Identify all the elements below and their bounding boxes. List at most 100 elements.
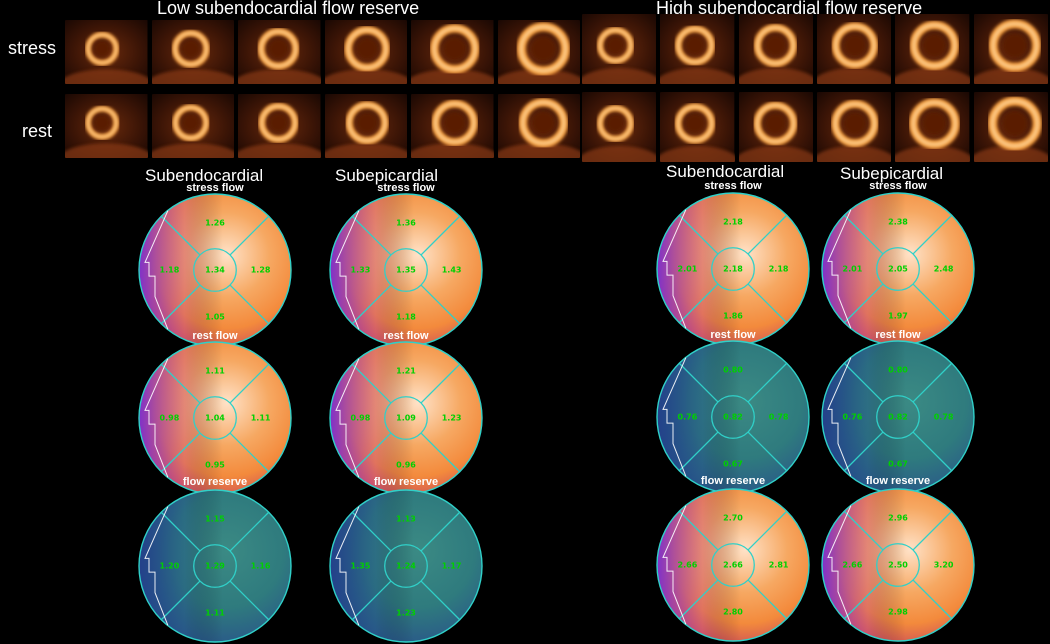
scan-panel — [582, 92, 657, 162]
scan-panel — [817, 14, 892, 84]
row-label-stress: stress — [8, 38, 57, 58]
value-bottom: 1.97 — [888, 312, 908, 321]
polar-map: 1.13 1.35 1.24 1.17 1.23 — [328, 488, 484, 644]
value-bottom: 1.05 — [205, 313, 225, 322]
value-bottom: 1.18 — [396, 313, 416, 322]
group-title-high: High subendocardial flow reserve — [656, 0, 923, 18]
scan-panel — [660, 14, 735, 84]
value-right: 0.78 — [769, 413, 789, 422]
scan-panel — [738, 92, 813, 162]
map-title: rest flow — [710, 329, 756, 341]
value-bottom: 1.11 — [205, 609, 225, 618]
polar-map: 0.80 0.76 0.82 0.78 0.67 — [655, 339, 811, 495]
layer-heading: Subepicardial — [335, 166, 439, 185]
map-title: flow reserve — [182, 476, 248, 488]
value-top: 0.80 — [723, 365, 743, 374]
scan-panel — [895, 92, 970, 162]
map-title: rest flow — [383, 330, 429, 342]
value-top: 1.15 — [205, 514, 225, 523]
value-bottom: 2.80 — [723, 608, 743, 617]
value-right: 1.23 — [442, 414, 462, 423]
map-title: flow reserve — [700, 475, 766, 487]
map-title: flow reserve — [865, 475, 931, 487]
value-left: 2.01 — [843, 265, 863, 274]
polar-map: 1.15 1.20 1.29 1.16 1.11 — [137, 488, 293, 644]
scan-panel — [65, 20, 148, 84]
scan-panel — [497, 20, 580, 84]
value-right: 1.28 — [251, 266, 271, 275]
value-center: 1.29 — [205, 562, 225, 571]
scan-strip-high-rest — [582, 92, 1048, 162]
value-left: 0.76 — [678, 413, 698, 422]
value-top: 1.13 — [396, 514, 416, 523]
polar-map: 2.70 2.66 2.66 2.81 2.80 — [655, 487, 811, 643]
polar-map: 2.18 2.01 2.18 2.18 1.86 — [655, 191, 811, 347]
scan-panel — [660, 92, 735, 162]
map-title: rest flow — [875, 329, 921, 341]
value-top: 2.38 — [888, 217, 908, 226]
value-right: 1.16 — [251, 562, 271, 571]
value-bottom: 2.98 — [888, 608, 908, 617]
value-bottom: 0.67 — [888, 460, 908, 469]
value-center: 0.82 — [888, 413, 908, 422]
value-center: 1.09 — [396, 414, 416, 423]
value-right: 1.11 — [251, 414, 271, 423]
value-right: 0.78 — [934, 413, 954, 422]
value-left: 2.01 — [678, 265, 698, 274]
value-bottom: 0.67 — [723, 460, 743, 469]
scan-panel — [65, 94, 148, 158]
value-bottom: 1.86 — [723, 312, 743, 321]
value-right: 1.17 — [442, 562, 462, 571]
map-title: rest flow — [192, 330, 238, 342]
value-left: 1.18 — [160, 266, 180, 275]
value-left: 0.98 — [351, 414, 371, 423]
value-top: 1.11 — [205, 366, 225, 375]
scan-panel — [238, 20, 321, 84]
scan-panel — [324, 94, 407, 158]
value-center: 2.66 — [723, 561, 743, 570]
scan-panel — [151, 94, 234, 158]
scan-panel — [973, 14, 1048, 84]
map-title: stress flow — [186, 182, 244, 194]
map-title: stress flow — [704, 180, 762, 192]
map-title: stress flow — [869, 180, 927, 192]
value-center: 2.50 — [888, 561, 908, 570]
value-bottom: 0.95 — [205, 461, 225, 470]
value-right: 3.20 — [934, 561, 954, 570]
polar-map: 0.80 0.76 0.82 0.78 0.67 — [820, 339, 976, 495]
map-title: stress flow — [377, 182, 435, 194]
layer-heading: Subendocardial — [145, 166, 264, 185]
value-center: 1.35 — [396, 266, 416, 275]
polar-map: 1.11 0.98 1.04 1.11 0.95 — [137, 340, 293, 496]
value-left: 1.35 — [351, 562, 371, 571]
scan-panel — [324, 20, 407, 84]
value-right: 2.18 — [769, 265, 789, 274]
value-center: 2.18 — [723, 265, 743, 274]
polar-map: 2.96 2.66 2.50 3.20 2.98 — [820, 487, 976, 643]
polar-map: 2.38 2.01 2.05 2.48 1.97 — [820, 191, 976, 347]
layer-heading: Subepicardial — [840, 164, 944, 183]
value-left: 2.66 — [843, 561, 863, 570]
value-top: 2.96 — [888, 513, 908, 522]
scan-panel — [738, 14, 813, 84]
scan-panel — [895, 14, 970, 84]
scan-panel — [151, 20, 234, 84]
scan-panel — [411, 20, 494, 84]
value-top: 1.21 — [396, 366, 416, 375]
polar-map: 1.26 1.18 1.34 1.28 1.05 — [137, 192, 293, 348]
value-bottom: 1.23 — [396, 609, 416, 618]
value-top: 2.18 — [723, 217, 743, 226]
value-left: 0.98 — [160, 414, 180, 423]
value-top: 2.70 — [723, 513, 743, 522]
scan-panel — [238, 94, 321, 158]
scan-panel — [817, 92, 892, 162]
value-right: 1.43 — [442, 266, 462, 275]
polar-map: 1.36 1.33 1.35 1.43 1.18 — [328, 192, 484, 348]
scan-panel — [411, 94, 494, 158]
value-center: 1.04 — [205, 414, 225, 423]
row-label-rest: rest — [22, 121, 53, 141]
polar-map: 1.21 0.98 1.09 1.23 0.96 — [328, 340, 484, 496]
value-top: 0.80 — [888, 365, 908, 374]
value-left: 1.33 — [351, 266, 371, 275]
value-top: 1.26 — [205, 218, 225, 227]
